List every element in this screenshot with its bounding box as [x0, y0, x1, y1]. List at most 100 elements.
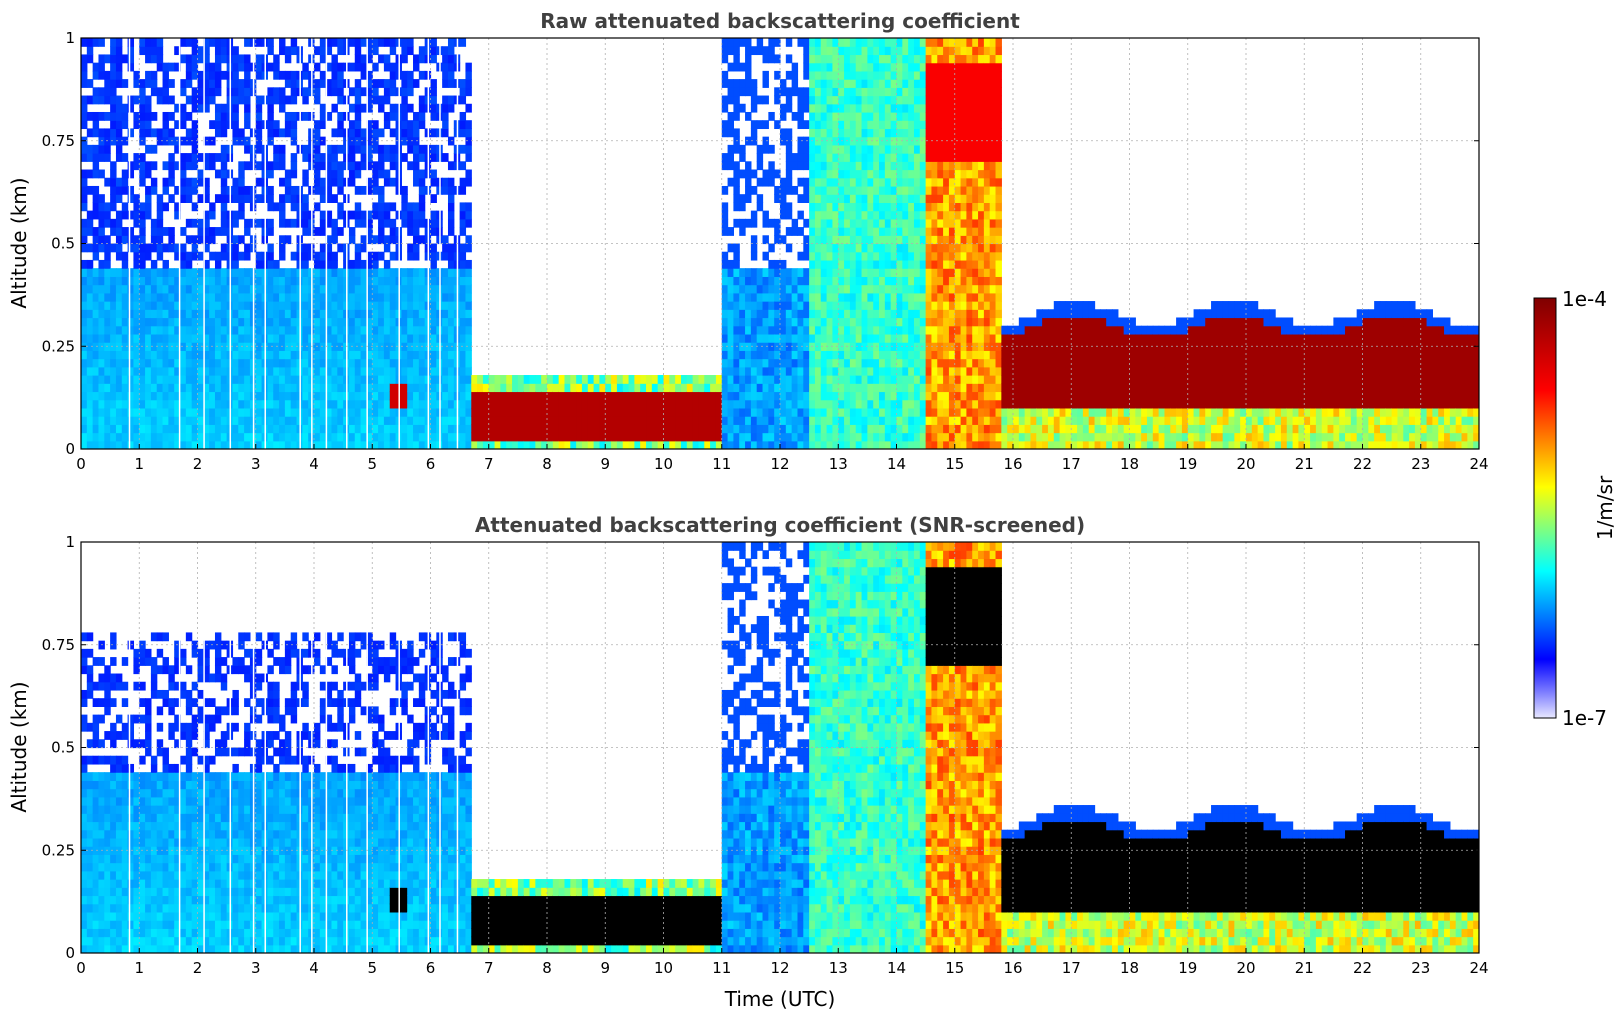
heatmap-cell: [180, 432, 187, 442]
heatmap-cell: [721, 227, 729, 236]
heatmap-cell: [721, 375, 729, 384]
heatmap-cell: [844, 440, 851, 449]
heatmap-cell: [820, 169, 828, 179]
heatmap-cell: [820, 284, 828, 294]
heatmap-cell: [471, 383, 478, 393]
heatmap-cell: [115, 407, 123, 417]
heatmap-cell: [943, 309, 950, 319]
heatmap-cell: [389, 46, 397, 56]
heatmap-cell: [348, 268, 356, 277]
heatmap-cell: [314, 79, 321, 88]
heatmap-cell: [156, 128, 164, 138]
heatmap-cell: [174, 416, 181, 425]
heatmap-cell: [838, 432, 845, 442]
heatmap-cell: [873, 120, 880, 130]
heatmap-cell: [675, 375, 682, 384]
heatmap-cell: [150, 87, 158, 97]
heatmap-cell: [925, 284, 933, 294]
heatmap-cell: [407, 70, 414, 80]
heatmap-cell: [209, 292, 216, 302]
heatmap-cell: [191, 416, 199, 425]
heatmap-cell: [651, 416, 659, 425]
heatmap-cell: [413, 375, 420, 384]
heatmap-cell: [925, 276, 933, 286]
heatmap-cell: [785, 432, 793, 442]
heatmap-cell: [383, 301, 391, 310]
heatmap-cell: [762, 284, 769, 294]
heatmap-cell: [826, 333, 834, 343]
heatmap-cell: [267, 440, 274, 449]
heatmap-cell: [943, 317, 950, 327]
heatmap-cell: [925, 103, 933, 113]
heatmap-cell: [110, 161, 117, 171]
heatmap-cell: [86, 292, 94, 302]
heatmap-cell: [628, 383, 635, 393]
heatmap-cell: [948, 251, 956, 261]
heatmap-cell: [156, 284, 164, 294]
heatmap-cell: [785, 350, 793, 360]
heatmap-cell: [360, 407, 368, 417]
heatmap-cell: [185, 366, 193, 376]
heatmap-cell: [663, 391, 670, 401]
heatmap-cell: [133, 95, 140, 105]
heatmap-cell: [913, 54, 921, 64]
heatmap-cell: [279, 424, 286, 434]
heatmap-cell: [913, 259, 921, 269]
heatmap-cell: [547, 432, 554, 442]
heatmap-cell: [797, 292, 804, 302]
heatmap-cell: [925, 218, 933, 228]
heatmap-cell: [855, 136, 863, 146]
heatmap-cell: [185, 251, 193, 261]
heatmap-cell: [104, 153, 111, 162]
heatmap-cell: [663, 440, 670, 449]
heatmap-cell: [413, 111, 420, 121]
heatmap-cell: [820, 218, 828, 228]
heatmap-cell: [331, 194, 338, 203]
heatmap-cell: [780, 276, 787, 286]
heatmap-cell: [873, 227, 880, 236]
heatmap-cell: [302, 169, 309, 179]
heatmap-cell: [849, 227, 857, 236]
heatmap-cell: [844, 416, 851, 425]
heatmap-cell: [110, 276, 117, 286]
heatmap-cell: [902, 54, 909, 64]
heatmap-cell: [372, 38, 379, 47]
heatmap-cell: [378, 350, 385, 360]
heatmap-cell: [191, 301, 199, 310]
heatmap-cell: [360, 416, 368, 425]
heatmap-cell: [366, 103, 373, 113]
heatmap-cell: [290, 358, 298, 368]
heatmap-cell: [803, 194, 810, 203]
heatmap-cell: [756, 161, 764, 171]
heatmap-cell: [156, 407, 164, 417]
heatmap-cell: [954, 194, 962, 203]
heatmap-cell: [267, 218, 274, 228]
heatmap-cell: [733, 87, 740, 97]
heatmap-cell: [366, 177, 373, 187]
heatmap-cell: [960, 276, 967, 286]
heatmap-cell: [896, 375, 903, 384]
heatmap-cell: [331, 268, 338, 277]
heatmap-cell: [873, 111, 880, 121]
heatmap-cell: [919, 235, 927, 245]
heatmap-cell: [721, 325, 729, 335]
heatmap-cell: [774, 87, 781, 97]
heatmap-cell: [162, 333, 169, 343]
heatmap-cell: [704, 399, 711, 409]
heatmap-cell: [98, 309, 105, 319]
heatmap-cell: [849, 210, 857, 220]
heatmap-cell: [908, 128, 915, 138]
heatmap-cell: [919, 301, 927, 310]
heatmap-cell: [255, 251, 263, 261]
heatmap-cell: [273, 309, 280, 319]
heatmap-cell: [634, 407, 641, 417]
heatmap-cell: [238, 292, 245, 302]
heatmap-cell: [809, 194, 816, 203]
heatmap-cell: [925, 399, 933, 409]
heatmap-cell: [820, 350, 828, 360]
heatmap-cell: [232, 383, 239, 393]
heatmap-cell: [255, 292, 263, 302]
heatmap-cell: [232, 185, 239, 195]
heatmap-cell: [81, 185, 88, 195]
heatmap-cell: [750, 243, 758, 253]
